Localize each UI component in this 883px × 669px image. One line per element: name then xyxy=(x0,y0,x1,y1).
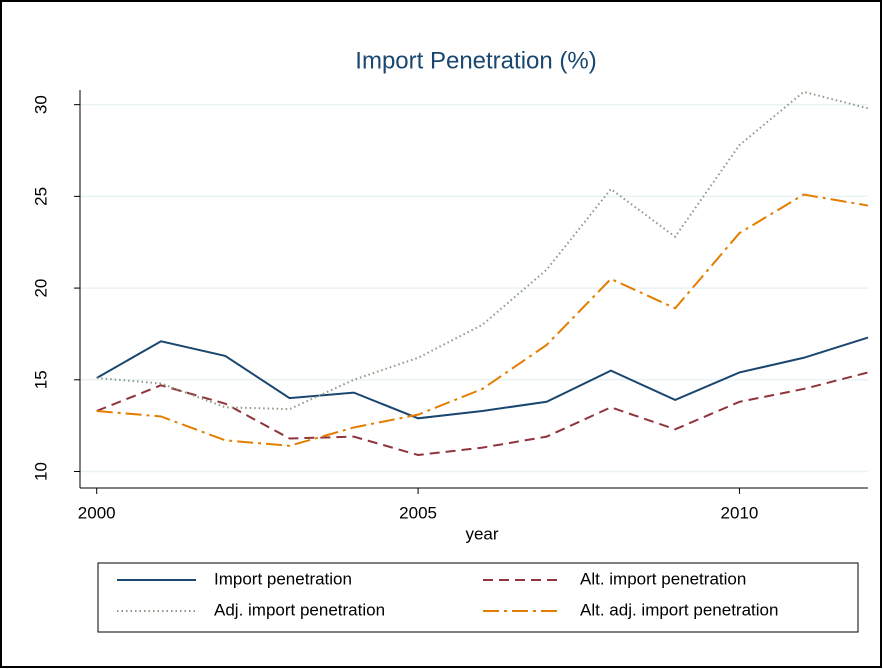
legend-box xyxy=(97,562,859,633)
y-tick-label: 10 xyxy=(31,462,50,481)
x-tick-label: 2010 xyxy=(721,503,759,522)
y-tick-label: 25 xyxy=(31,187,50,206)
series-line xyxy=(96,371,869,457)
legend-label: Alt. import penetration xyxy=(580,569,746,588)
y-tick-label: 15 xyxy=(31,370,50,389)
series-line xyxy=(96,90,869,411)
chart-title: Import Penetration (%) xyxy=(355,47,596,74)
x-axis-label: year xyxy=(465,524,498,543)
y-tick-label: 20 xyxy=(31,279,50,298)
legend-label: Alt. adj. import penetration xyxy=(580,600,778,619)
x-tick-label: 2005 xyxy=(399,503,437,522)
series-line xyxy=(96,193,869,447)
legend-label: Adj. import penetration xyxy=(214,600,385,619)
series-line xyxy=(96,336,869,420)
x-tick-label: 2000 xyxy=(78,503,116,522)
legend-label: Import penetration xyxy=(214,569,352,588)
y-tick-label: 30 xyxy=(31,95,50,114)
